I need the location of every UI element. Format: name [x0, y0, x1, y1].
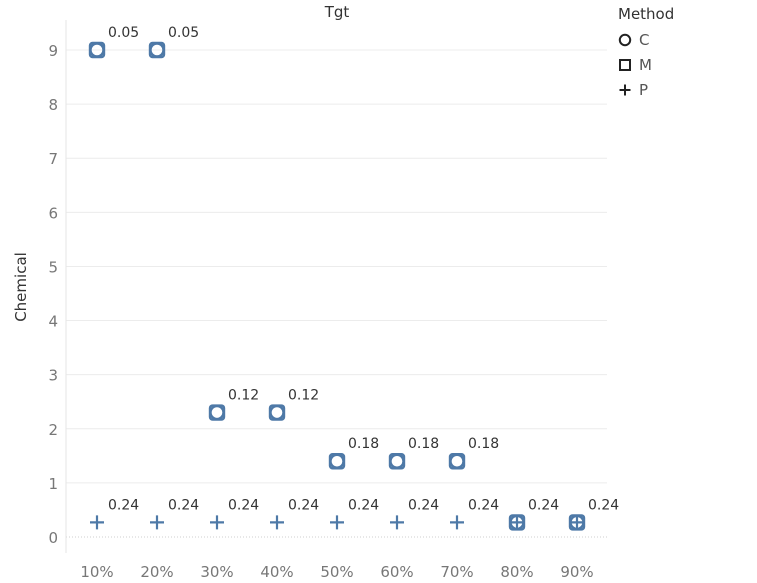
- marker-p: [510, 515, 524, 530]
- grid-lines: [65, 20, 607, 553]
- legend-label-m: M: [639, 55, 652, 74]
- chart-title: Tgt: [324, 3, 350, 21]
- y-tick-label: 3: [48, 367, 58, 385]
- data-label: 0.24: [288, 497, 319, 513]
- data-label: 0.18: [348, 436, 379, 452]
- marker-c: [389, 453, 405, 469]
- data-label: 0.24: [108, 497, 139, 513]
- legend-title: Method: [618, 5, 675, 23]
- x-tick-label: 60%: [380, 563, 413, 581]
- y-axis-ticks: 0 1 2 3 4 5 6 7 8 9: [48, 42, 58, 547]
- data-label: 0.24: [468, 497, 499, 513]
- legend-item-m[interactable]: M: [618, 52, 674, 77]
- plus-icon: [619, 84, 631, 95]
- x-tick-label: 30%: [200, 563, 233, 581]
- marker-p: [270, 515, 284, 530]
- data-label: 0.05: [168, 25, 199, 41]
- data-label: 0.24: [588, 497, 619, 513]
- marker-c: [449, 453, 465, 469]
- marker-p: [390, 515, 404, 530]
- y-tick-label: 9: [48, 42, 58, 60]
- data-label: 0.24: [528, 497, 559, 513]
- data-label: 0.24: [348, 497, 379, 513]
- data-label: 0.12: [228, 388, 259, 404]
- marker-p: [90, 515, 104, 530]
- legend-item-c[interactable]: C: [618, 27, 674, 52]
- marker-p: [570, 515, 584, 530]
- y-tick-label: 1: [48, 475, 58, 493]
- marker-m: [328, 453, 346, 470]
- marker-c: [209, 404, 225, 421]
- marker-m: [448, 453, 466, 470]
- legend: Method C M P: [618, 5, 674, 102]
- legend-item-p[interactable]: P: [618, 77, 674, 102]
- legend-label-p: P: [639, 80, 649, 99]
- marker-p: [210, 515, 224, 530]
- square-icon: [619, 58, 631, 71]
- marker-m: [268, 404, 286, 421]
- x-tick-label: 70%: [440, 563, 473, 581]
- data-label: 0.24: [168, 497, 199, 513]
- data-label: 0.24: [228, 497, 259, 513]
- y-tick-label: 2: [48, 421, 58, 439]
- y-tick-label: 4: [48, 313, 58, 331]
- data-label: 0.05: [108, 25, 139, 41]
- x-tick-label: 10%: [80, 563, 113, 581]
- x-tick-label: 80%: [500, 563, 533, 581]
- data-label: 0.18: [468, 436, 499, 452]
- marker-c: [329, 453, 345, 469]
- marker-c: [269, 404, 285, 421]
- x-tick-label: 90%: [560, 563, 593, 581]
- x-tick-label: 20%: [140, 563, 173, 581]
- marker-m: [148, 41, 166, 59]
- y-tick-label: 6: [48, 204, 58, 222]
- data-label: 0.24: [408, 497, 439, 513]
- marker-p: [330, 515, 344, 530]
- x-axis-ticks: 10% 20% 30% 40% 50% 60% 70% 80% 90%: [80, 563, 593, 581]
- plot-markers: [88, 41, 586, 531]
- legend-label-c: C: [639, 30, 650, 49]
- marker-p: [150, 515, 164, 530]
- data-label: 0.18: [408, 436, 439, 452]
- marker-m: [88, 41, 106, 59]
- y-axis-label: Chemical: [12, 252, 30, 322]
- marker-m: [208, 404, 226, 421]
- marker-m: [388, 453, 406, 470]
- marker-p: [450, 515, 464, 530]
- x-tick-label: 50%: [320, 563, 353, 581]
- circle-icon: [618, 33, 632, 46]
- y-tick-label: 5: [48, 258, 58, 276]
- data-labels: 0.05 0.05 0.12 0.12 0.18 0.18 0.18 0.24 0.24 0.24…: [108, 25, 619, 513]
- y-tick-label: 0: [48, 529, 58, 547]
- y-tick-label: 8: [48, 96, 58, 114]
- x-tick-label: 40%: [260, 563, 293, 581]
- y-tick-label: 7: [48, 150, 58, 168]
- data-label: 0.12: [288, 388, 319, 404]
